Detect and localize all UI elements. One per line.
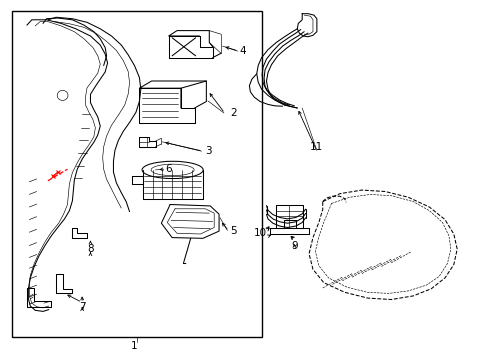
Text: 7: 7 [79,302,85,312]
Text: 1: 1 [131,341,138,351]
Text: 10: 10 [253,228,266,238]
Text: 9: 9 [290,240,297,251]
Bar [12,11,261,337]
Text: 6: 6 [165,164,172,174]
Text: 3: 3 [205,146,212,156]
Text: 5: 5 [229,226,236,236]
Text: 11: 11 [309,142,323,152]
Text: 8: 8 [87,244,94,254]
Text: 4: 4 [239,46,246,56]
Text: 2: 2 [229,108,236,118]
